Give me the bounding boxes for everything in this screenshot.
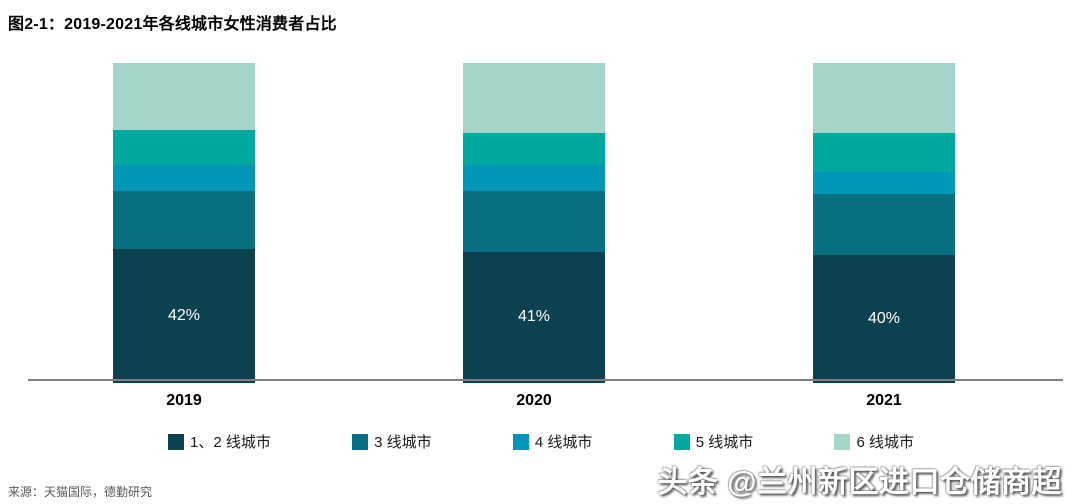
legend-label-tier5: 5 线城市 — [695, 434, 754, 451]
legend-label-tier6: 6 线城市 — [856, 434, 914, 451]
bar-segment-2020-tier6 — [463, 63, 605, 134]
bar-segment-2019-tier3 — [113, 191, 255, 249]
legend-label-tier3: 3 线城市 — [374, 434, 432, 451]
bar-segment-2021-tier4 — [813, 171, 955, 195]
bar-segment-2021-tier6 — [813, 63, 955, 134]
legend-swatch-icon-tier3 — [352, 433, 369, 450]
legend-swatch-icon-tier4 — [512, 433, 529, 450]
bar-2019: 42% — [113, 63, 255, 383]
legend-item-tier6: 6 线城市 — [834, 431, 914, 452]
plot-area: 42% 41% 40% 2019 2020 2021 — [28, 63, 1063, 409]
legend-swatch-icon-tier6 — [834, 433, 851, 450]
legend-swatch-icon-tier5 — [673, 433, 690, 450]
bar-segment-2019-tier5 — [113, 130, 255, 166]
bar-2021: 40% — [813, 63, 955, 383]
legend-item-tier12: 1、2 线城市 — [168, 431, 271, 452]
bar-segment-2019-tier6 — [113, 63, 255, 131]
legend-swatch-icon-tier12 — [168, 433, 184, 450]
x-axis-label-2021: 2021 — [866, 392, 902, 409]
legend-item-tier4: 4 线城市 — [512, 431, 593, 452]
bar-segment-2020-tier5 — [463, 133, 605, 166]
bar-2020: 41% — [463, 63, 605, 383]
bar-segment-2020-tier3 — [463, 191, 605, 252]
bar-segment-2021-tier3 — [813, 194, 955, 255]
legend-item-tier3: 3 线城市 — [352, 431, 432, 452]
legend-item-tier5: 5 线城市 — [673, 431, 754, 452]
bar-segment-2020-tier12: 41% — [463, 251, 605, 383]
x-axis-label-2020: 2020 — [516, 392, 552, 409]
source-note: 来源：天猫国际，德勤研究 — [8, 485, 153, 499]
watermark: 头条 @兰州新区进口仓储商超 — [657, 466, 1062, 499]
legend-label-tier4: 4 线城市 — [534, 434, 593, 451]
legend: 1、2 线城市 3 线城市 4 线城市 5 线城市 6 线城市 — [168, 431, 914, 452]
bar-segment-2019-tier4 — [113, 165, 255, 192]
x-axis-line — [28, 379, 1063, 381]
bar-segment-2021-tier5 — [813, 133, 955, 172]
legend-label-tier12: 1、2 线城市 — [190, 434, 271, 451]
bar-value-label-2020: 41% — [517, 308, 551, 326]
x-axis-label-2019: 2019 — [166, 392, 202, 409]
bar-value-label-2021: 40% — [867, 310, 901, 327]
bar-segment-2019-tier12: 42% — [113, 248, 255, 383]
bar-segment-2021-tier12: 40% — [813, 255, 955, 383]
bar-value-label-2019: 42% — [167, 306, 201, 324]
bar-segment-2020-tier4 — [463, 165, 605, 192]
chart-title: 图2-1：2019-2021年各线城市女性消费者占比 — [8, 16, 337, 33]
